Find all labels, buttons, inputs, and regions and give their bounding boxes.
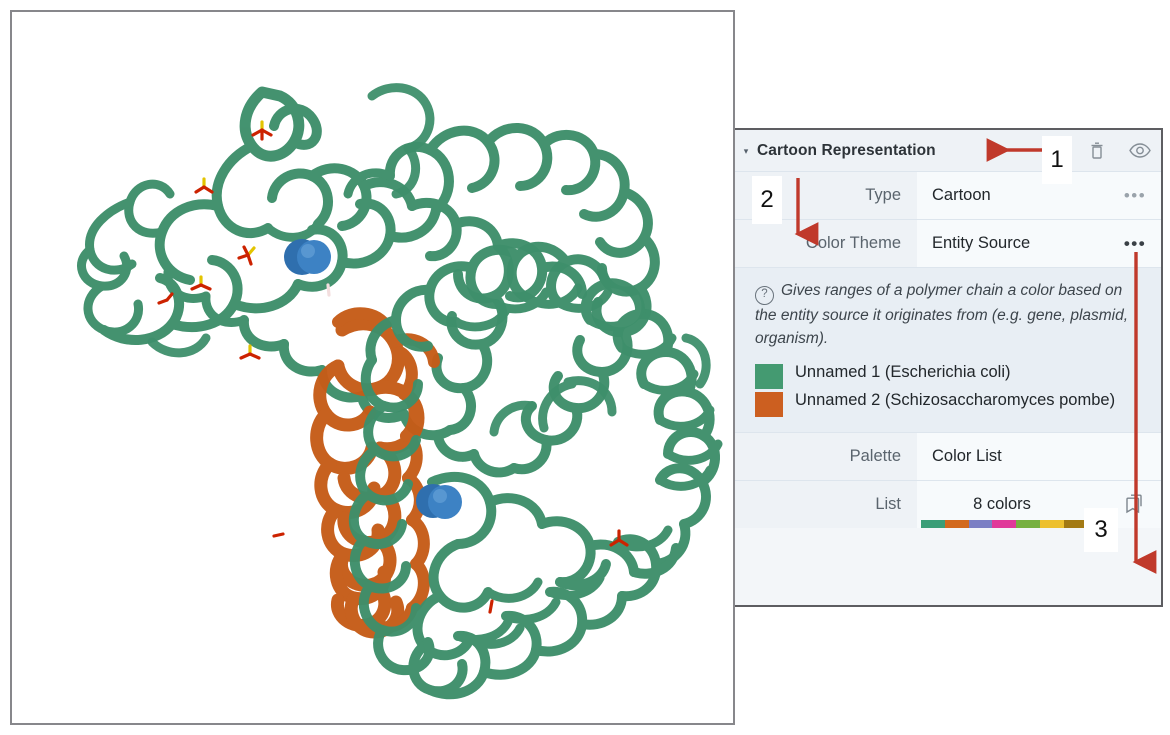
description-text: Gives ranges of a polymer chain a color … [755, 282, 1129, 347]
row-palette[interactable]: Palette Color List [735, 432, 1161, 481]
row-list-label: List [735, 480, 917, 528]
annotation-number-1: 1 [1042, 136, 1072, 184]
legend-label: Unnamed 2 (Schizosaccharomyces pombe) [795, 390, 1116, 409]
annotation-number-3: 3 [1084, 508, 1118, 552]
panel-title: Cartoon Representation [757, 141, 936, 159]
strip-swatch [944, 519, 969, 528]
row-palette-value[interactable]: Color List [932, 446, 1002, 465]
chevron-down-icon[interactable]: ▾ [743, 145, 749, 156]
row-color-theme-label: Color Theme [735, 220, 917, 267]
legend-label: Unnamed 1 (Escherichia coli) [795, 362, 1011, 381]
annotation-arrow-2 [794, 178, 819, 246]
description-text-block: ? Gives ranges of a polymer chain a color… [755, 280, 1147, 351]
row-palette-label: Palette [735, 432, 917, 480]
legend-item: Unnamed 2 (Schizosaccharomyces pombe) [755, 390, 1147, 417]
strip-swatch [968, 519, 993, 528]
row-type-value[interactable]: Cartoon [932, 186, 991, 204]
ligand-group [157, 120, 629, 614]
eye-icon[interactable] [1118, 130, 1161, 172]
row-color-theme-value[interactable]: Entity Source [932, 234, 1031, 252]
strip-swatch [1039, 519, 1064, 528]
protein-cartoon-render [12, 12, 733, 723]
panel-header[interactable]: ▾ Cartoon Representation [735, 130, 1161, 172]
color-theme-description: ? Gives ranges of a polymer chain a color… [735, 268, 1161, 433]
strip-swatch [1016, 519, 1040, 528]
color-list-strip[interactable] [921, 519, 1111, 528]
row-list-value[interactable]: 8 colors [973, 494, 1031, 513]
entity-legend: Unnamed 1 (Escherichia coli) Unnamed 2 (… [755, 362, 1147, 417]
strip-swatch [921, 519, 945, 528]
legend-swatch-green [755, 363, 783, 389]
legend-item: Unnamed 1 (Escherichia coli) [755, 362, 1147, 389]
annotation-arrow-3 [1132, 252, 1157, 574]
annotation-number-2: 2 [752, 176, 782, 224]
row-list[interactable]: List 8 colors [735, 480, 1161, 528]
row-color-theme-menu-icon[interactable]: ••• [1123, 233, 1147, 253]
strip-swatch [1063, 519, 1088, 528]
strip-swatch [992, 519, 1016, 528]
ion-sphere-group [284, 239, 462, 519]
help-icon[interactable]: ? [755, 286, 774, 305]
row-type-menu-icon[interactable]: ••• [1123, 185, 1147, 205]
molecular-structure-viewer[interactable] [10, 10, 735, 725]
trash-icon[interactable] [1075, 130, 1118, 172]
legend-swatch-orange [755, 391, 783, 417]
